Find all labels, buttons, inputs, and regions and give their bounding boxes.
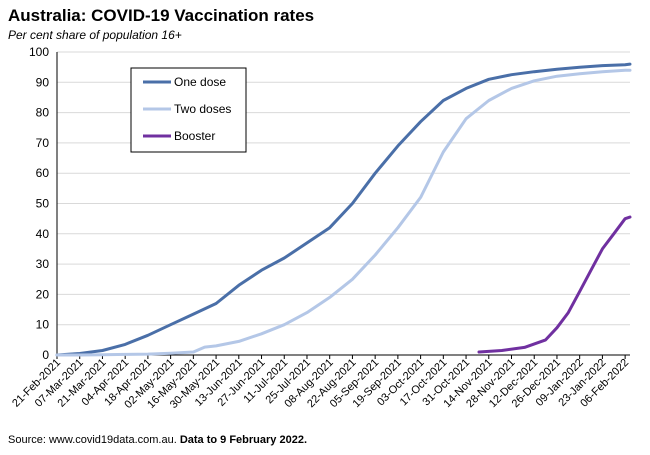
y-tick-label: 70 bbox=[36, 136, 50, 150]
gridlines bbox=[57, 51, 630, 326]
y-tick-label: 60 bbox=[36, 166, 50, 180]
series-lines bbox=[55, 62, 632, 357]
series-line-booster bbox=[477, 215, 632, 354]
x-axis: 21-Feb-202107-Mar-202121-Mar-202104-Apr-… bbox=[10, 354, 631, 411]
source-note: Source: www.covid19data.com.au. Data to … bbox=[8, 434, 307, 446]
y-tick-label: 80 bbox=[36, 106, 50, 120]
y-tick-label: 50 bbox=[36, 197, 50, 211]
y-tick-label: 0 bbox=[42, 348, 49, 362]
legend-label-one-dose: One dose bbox=[174, 75, 226, 89]
legend: One dose Two doses Booster bbox=[130, 67, 247, 153]
y-tick-label: 20 bbox=[36, 287, 50, 301]
y-tick-label: 10 bbox=[36, 318, 50, 332]
series-line-one-dose bbox=[55, 62, 632, 357]
chart-subtitle: Per cent share of population 16+ bbox=[8, 28, 182, 42]
legend-label-booster: Booster bbox=[174, 129, 215, 143]
y-tick-label: 40 bbox=[36, 227, 50, 241]
y-tick-label: 100 bbox=[29, 45, 49, 59]
chart-title: Australia: COVID-19 Vaccination rates bbox=[8, 6, 315, 25]
y-tick-label: 30 bbox=[36, 257, 50, 271]
y-axis: 0 10 20 30 40 50 60 70 80 90 100 bbox=[29, 45, 58, 362]
y-tick-label: 90 bbox=[36, 75, 50, 89]
legend-label-two-doses: Two doses bbox=[174, 102, 231, 116]
series-line-two-doses bbox=[55, 68, 632, 357]
source-text: Source: www.covid19data.com.au. bbox=[8, 434, 177, 446]
data-note: Data to 9 February 2022. bbox=[179, 434, 307, 446]
